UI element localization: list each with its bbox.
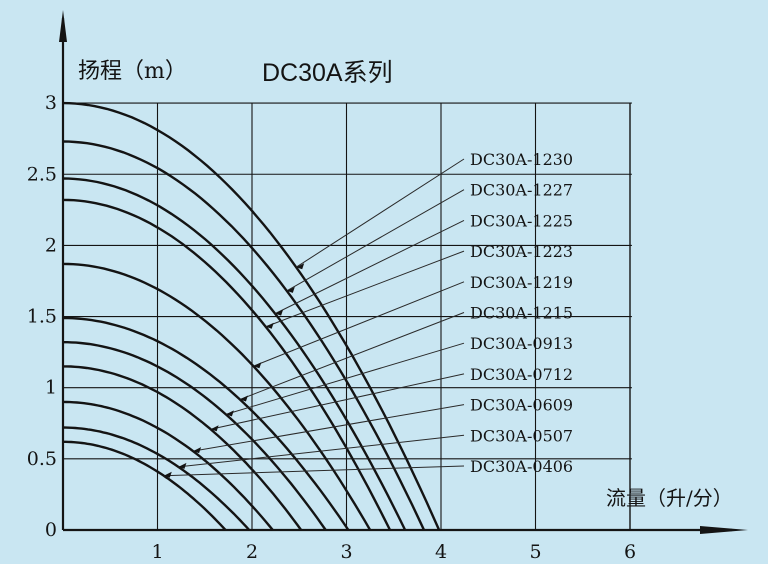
series-label: DC30A-0913 [470,334,573,353]
x-tick-label: 3 [340,541,352,563]
x-axis-title: 流量（升/分） [606,486,733,510]
series-leader-line [296,159,464,267]
y-tick-label: 2 [45,234,57,256]
x-axis-arrow [700,526,748,534]
series-leader-line [226,343,464,414]
x-tick-label: 2 [246,541,258,563]
y-tick-label: 0 [45,519,57,541]
series-label: DC30A-0406 [470,457,573,476]
y-tick-label: 1 [45,377,57,399]
series-line [63,402,273,530]
series-leader-line [240,313,464,400]
series-leader-line [287,190,464,291]
series-leader-line [266,251,464,327]
y-tick-label: 1.5 [27,306,57,328]
x-tick-label: 4 [435,541,447,563]
y-tick-label: 3 [45,92,57,114]
series-label: DC30A-1219 [470,273,573,292]
y-tick-label: 0.5 [27,448,57,470]
series-label: DC30A-1225 [470,211,573,230]
series-leader-line [164,466,464,476]
labels: 1 2 3 4 5 6 0 0.5 1 1.5 2 2.5 3 DC30A-1230 DC30A-1227 D… [27,92,636,563]
y-tick-label: 2.5 [27,163,57,185]
series-label: DC30A-1215 [470,304,573,323]
series-line [63,428,249,531]
chart-title: DC30A系列 [262,59,393,87]
series-label: DC30A-0507 [470,426,573,445]
x-tick-label: 6 [624,541,636,563]
y-axis-title: 扬程（m） [78,59,187,84]
x-tick-label: 5 [529,541,541,563]
series-leader-line [275,220,464,313]
series-label: DC30A-0609 [470,396,573,415]
series-line [63,264,370,530]
x-tick-label: 1 [151,541,163,563]
series-label: DC30A-0712 [470,365,573,384]
series-label: DC30A-1223 [470,242,573,261]
series-line [63,366,301,530]
series-line [63,442,226,530]
series-line [63,179,405,531]
series-label: DC30A-1230 [470,150,573,169]
y-axis-arrow [59,10,67,42]
series-leader-line [211,374,464,429]
series-label: DC30A-1227 [470,181,573,200]
